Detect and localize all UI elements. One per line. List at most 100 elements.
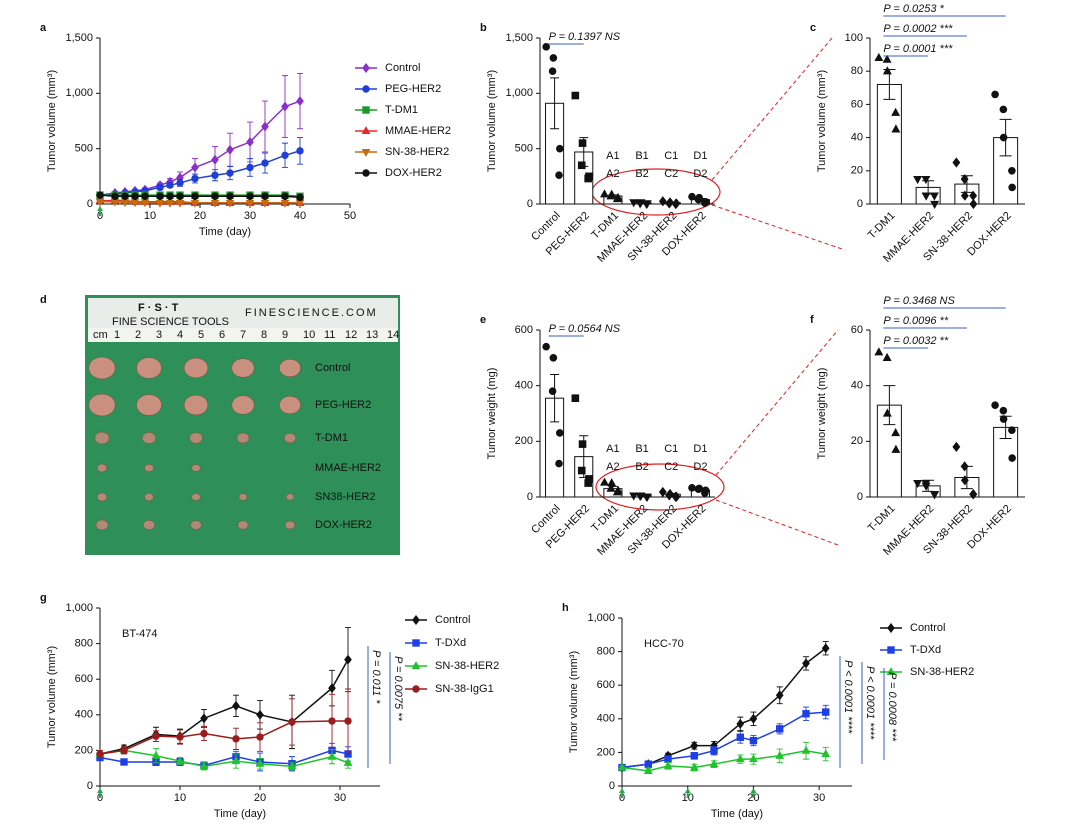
x-tick-label: 10 [144, 210, 156, 222]
group-label: B2 [635, 168, 648, 180]
y-axis-label: Tumor weight (mg) [486, 368, 498, 460]
marker [261, 159, 269, 167]
ruler-label: 2 [135, 329, 141, 341]
legend-label: SN-38-IgG1 [435, 683, 494, 695]
marker [156, 183, 164, 192]
legend-label: Control [385, 62, 420, 74]
marker [629, 199, 639, 208]
x-tick-label: 30 [244, 210, 256, 222]
dose-arrow [97, 206, 103, 216]
side-note: P < 0.0001 **** [842, 660, 854, 734]
group-label: B1 [635, 443, 648, 455]
dose-arrow [684, 788, 691, 798]
y-tick-label: 60 [851, 324, 863, 336]
marker [261, 192, 269, 200]
ruler-header [88, 298, 398, 328]
marker [600, 189, 609, 198]
series-line [621, 711, 826, 769]
tumor [231, 358, 255, 378]
legend-label: MMAE-HER2 [385, 125, 451, 137]
comparison-label: P = 0.0001 *** [883, 43, 953, 55]
legend-label: Control [910, 622, 945, 634]
tumor [236, 432, 250, 444]
tumor [237, 520, 249, 530]
marker [635, 492, 645, 501]
marker [328, 717, 336, 725]
marker [749, 754, 758, 763]
marker [606, 191, 616, 200]
series-line [100, 201, 300, 204]
marker [549, 54, 558, 62]
highlight-ellipse [595, 463, 725, 511]
legend-marker [362, 85, 370, 93]
marker [969, 489, 978, 500]
marker [165, 199, 175, 208]
marker [600, 477, 609, 486]
marker [175, 199, 185, 208]
photo-label: T-DM1 [315, 432, 348, 444]
side-note: P = 0.0008 *** [886, 672, 898, 742]
marker [665, 490, 674, 501]
tumor [144, 492, 154, 502]
x-tick-label: 50 [344, 210, 356, 222]
error-bar [550, 374, 560, 423]
photo-label: MMAE-HER2 [315, 462, 381, 474]
y-tick-label: 1,000 [505, 87, 533, 99]
marker [191, 162, 199, 173]
x-tick-label: 30 [813, 792, 825, 804]
marker [882, 408, 892, 417]
tumor [189, 432, 203, 444]
comparison-label: P = 0.0564 NS [549, 323, 621, 335]
group-label: B2 [635, 461, 648, 473]
x-tick-label: 10 [174, 792, 186, 804]
marker [226, 169, 234, 177]
marker [577, 161, 586, 170]
marker [211, 171, 219, 179]
marker [176, 192, 184, 200]
marker [577, 466, 586, 475]
group-label: D1 [693, 150, 707, 162]
marker [882, 66, 892, 75]
marker [891, 427, 901, 437]
comparison-label: P = 0.0002 *** [883, 23, 953, 35]
legend-marker [412, 615, 420, 625]
marker [549, 354, 558, 362]
marker [991, 90, 999, 99]
tumor [238, 493, 248, 501]
panel-letter: c [810, 22, 816, 34]
marker [688, 484, 696, 492]
tumor [96, 492, 108, 502]
y-tick-label: 200 [515, 435, 533, 447]
marker [617, 762, 627, 771]
tumor [136, 357, 162, 379]
legend-marker [887, 646, 895, 654]
y-tick-label: 500 [75, 143, 93, 155]
marker [176, 733, 184, 741]
y-tick-label: 600 [597, 679, 615, 691]
marker [969, 198, 978, 210]
y-tick-label: 0 [87, 780, 93, 792]
group-label: D1 [693, 443, 707, 455]
error-bar [550, 77, 560, 130]
x-axis-label: Time (day) [199, 226, 251, 238]
y-axis-label: Tumor volume (mm³) [568, 651, 580, 753]
y-tick-label: 0 [609, 780, 615, 792]
marker [709, 759, 719, 768]
y-tick-label: 0 [527, 198, 533, 210]
marker [344, 654, 352, 665]
ruler-label: 13 [366, 329, 378, 341]
marker [921, 482, 931, 491]
marker [694, 485, 703, 494]
marker [891, 444, 901, 453]
marker [190, 199, 200, 208]
marker [688, 192, 696, 201]
legend-marker [361, 148, 371, 157]
marker [155, 199, 165, 208]
tumor [285, 493, 295, 501]
marker [1008, 426, 1016, 435]
marker [802, 658, 810, 669]
legend-label: SN-38-HER2 [385, 146, 449, 158]
bar [876, 83, 902, 205]
marker [578, 139, 587, 147]
marker [246, 137, 254, 148]
